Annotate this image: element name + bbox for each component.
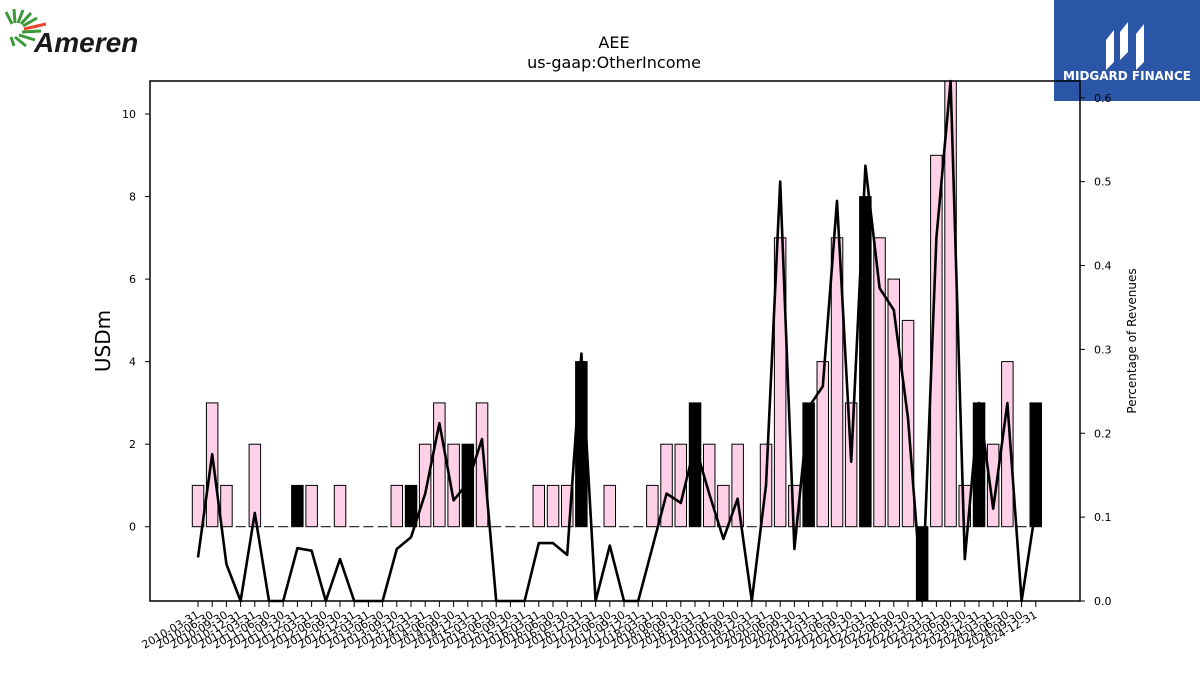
y2-tick-label: 0.4 xyxy=(1094,260,1112,273)
bar xyxy=(475,402,489,528)
bar xyxy=(220,484,233,528)
bar xyxy=(248,443,262,528)
y-tick-label: 0 xyxy=(129,521,136,534)
bar xyxy=(660,443,673,528)
bar xyxy=(731,443,744,528)
bar xyxy=(447,443,460,528)
chart-subtitle: us-gaap:OtherIncome xyxy=(527,53,701,72)
bar xyxy=(461,443,475,528)
bar xyxy=(816,361,829,528)
midgard-finance-logo: MIDGARD FINANCE xyxy=(1054,0,1200,101)
y2-tick-label: 0.0 xyxy=(1094,595,1112,608)
y2-tick-label: 0.1 xyxy=(1094,511,1112,524)
bar xyxy=(859,196,872,528)
ameren-sunburst-icon xyxy=(4,8,47,48)
bar xyxy=(1029,402,1042,528)
midgard-wordmark: MIDGARD FINANCE xyxy=(1063,69,1191,83)
y-tick-label: 6 xyxy=(129,273,136,286)
series-line xyxy=(196,79,1038,603)
y-axis-left: 0 2 4 6 8 10 xyxy=(122,108,150,534)
bar xyxy=(674,443,687,528)
bar xyxy=(873,237,886,528)
plot-frame xyxy=(149,80,1081,602)
bar xyxy=(433,402,446,528)
bar xyxy=(986,443,1000,528)
y-axis-right: 0.0 0.1 0.2 0.3 0.4 0.5 0.6 xyxy=(1080,92,1112,608)
x-axis: 2010-03-312010-06-302010-09-302010-12-31… xyxy=(140,601,1039,652)
bar xyxy=(390,484,403,528)
midgard-emblem-icon xyxy=(1106,22,1144,70)
bar xyxy=(532,484,545,528)
y2-axis-label: Percentage of Revenues xyxy=(1125,268,1139,413)
bar xyxy=(972,402,986,528)
bar xyxy=(546,484,560,528)
ameren-logo: Ameren xyxy=(4,8,138,56)
y2-tick-label: 0.3 xyxy=(1094,343,1112,356)
chart-title: AEE xyxy=(598,33,629,52)
bars xyxy=(191,80,1042,602)
bar xyxy=(205,402,219,528)
bar xyxy=(418,443,432,528)
y-tick-label: 10 xyxy=(122,108,136,121)
y-axis-label: USDm xyxy=(91,310,115,372)
bar xyxy=(404,484,418,528)
bar xyxy=(944,80,957,528)
bar xyxy=(830,237,844,528)
bar xyxy=(646,484,659,528)
ameren-wordmark: Ameren xyxy=(33,27,138,56)
bar xyxy=(703,443,716,528)
y2-tick-label: 0.5 xyxy=(1094,176,1112,189)
y-tick-label: 8 xyxy=(129,191,136,204)
bar xyxy=(333,484,347,528)
y2-tick-label: 0.6 xyxy=(1094,92,1112,105)
bar xyxy=(887,278,900,528)
bar xyxy=(717,484,730,528)
bar xyxy=(291,484,304,528)
bar xyxy=(773,237,787,528)
bar xyxy=(802,402,815,528)
bar xyxy=(930,154,943,528)
y2-tick-label: 0.2 xyxy=(1094,427,1112,440)
y-tick-label: 4 xyxy=(129,356,136,369)
bar xyxy=(603,484,616,528)
bar xyxy=(844,402,858,528)
bar xyxy=(305,484,318,528)
y-tick-label: 2 xyxy=(129,438,136,451)
bar xyxy=(561,484,574,528)
